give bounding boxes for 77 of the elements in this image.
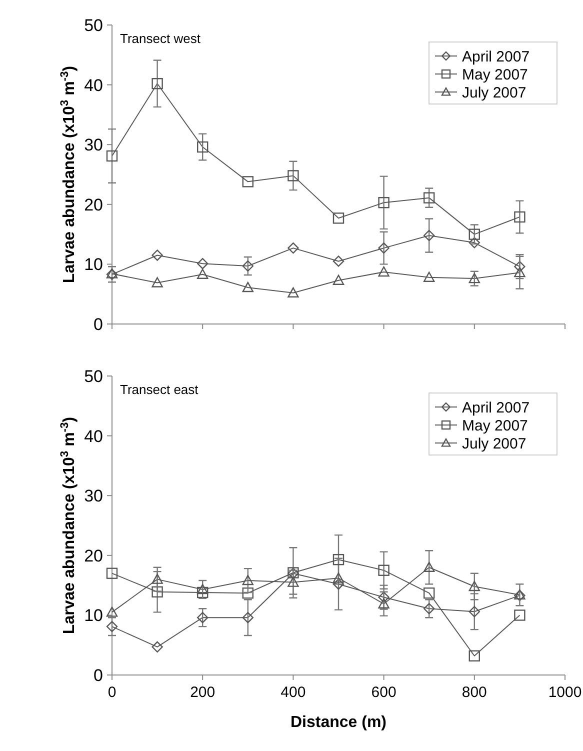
x-axis-title: Distance (m) bbox=[290, 714, 387, 731]
x-tick-label: 200 bbox=[190, 684, 216, 701]
legend-label: April 2007 bbox=[462, 399, 530, 416]
point bbox=[424, 230, 435, 242]
point bbox=[288, 576, 299, 587]
point bbox=[514, 211, 526, 223]
point bbox=[288, 242, 299, 254]
point bbox=[378, 242, 390, 254]
x-tick-label: 400 bbox=[280, 684, 306, 701]
point bbox=[468, 606, 480, 618]
point bbox=[197, 612, 208, 624]
y-tick-label: 40 bbox=[84, 76, 103, 95]
point bbox=[106, 606, 118, 617]
y-tick-label: 50 bbox=[84, 16, 103, 35]
point bbox=[152, 641, 163, 652]
point bbox=[242, 282, 254, 292]
x-tick-label: 1000 bbox=[548, 684, 582, 701]
y-tick-label: 10 bbox=[84, 255, 103, 274]
y-tick-label: 20 bbox=[84, 546, 103, 566]
point bbox=[424, 603, 435, 614]
point bbox=[424, 192, 435, 204]
point bbox=[106, 620, 118, 632]
legend-label: July 2007 bbox=[462, 84, 526, 102]
legend-label: May 2007 bbox=[462, 417, 528, 434]
point bbox=[468, 580, 480, 592]
point bbox=[378, 564, 390, 576]
point bbox=[378, 598, 390, 608]
legend-label: May 2007 bbox=[462, 66, 528, 84]
point bbox=[378, 266, 390, 277]
y-tick-label: 20 bbox=[84, 195, 103, 214]
point bbox=[197, 141, 208, 153]
point bbox=[332, 256, 344, 267]
point bbox=[152, 250, 163, 261]
point bbox=[242, 260, 254, 272]
x-tick-label: 800 bbox=[462, 684, 487, 701]
point bbox=[468, 650, 480, 662]
point bbox=[152, 586, 163, 598]
point bbox=[106, 150, 118, 162]
point bbox=[152, 574, 163, 584]
point bbox=[378, 197, 390, 208]
point bbox=[197, 268, 208, 279]
point bbox=[197, 258, 208, 270]
point bbox=[197, 584, 208, 594]
y-tick-label: 50 bbox=[84, 366, 103, 386]
point bbox=[424, 562, 435, 572]
x-tick-label: 0 bbox=[108, 684, 116, 701]
y-tick-label: 0 bbox=[94, 314, 103, 334]
point bbox=[332, 572, 344, 583]
x-tick-label: 600 bbox=[371, 684, 396, 701]
point bbox=[468, 228, 480, 240]
annotation: Transect east bbox=[120, 382, 199, 397]
point bbox=[332, 274, 344, 285]
annotation: Transect west bbox=[120, 31, 201, 46]
point bbox=[332, 212, 344, 224]
point bbox=[106, 568, 118, 579]
point bbox=[288, 287, 299, 298]
y-tick-label: 40 bbox=[84, 426, 103, 446]
y-tick-label: 30 bbox=[84, 486, 103, 506]
point bbox=[288, 170, 299, 182]
point bbox=[242, 612, 254, 624]
point bbox=[152, 78, 163, 90]
point bbox=[332, 554, 344, 566]
point bbox=[514, 266, 526, 278]
point bbox=[468, 272, 480, 284]
point bbox=[242, 587, 254, 599]
y-tick-label: 0 bbox=[94, 666, 103, 685]
point bbox=[197, 586, 208, 598]
point bbox=[242, 574, 254, 586]
point bbox=[514, 610, 526, 621]
legend-label: April 2007 bbox=[462, 48, 530, 66]
point bbox=[424, 587, 435, 599]
point bbox=[242, 176, 254, 188]
y-tick-label: 10 bbox=[84, 606, 103, 626]
point bbox=[424, 272, 435, 282]
y-tick-label: 30 bbox=[84, 136, 103, 155]
point bbox=[152, 277, 163, 288]
legend-label: July 2007 bbox=[462, 435, 526, 452]
